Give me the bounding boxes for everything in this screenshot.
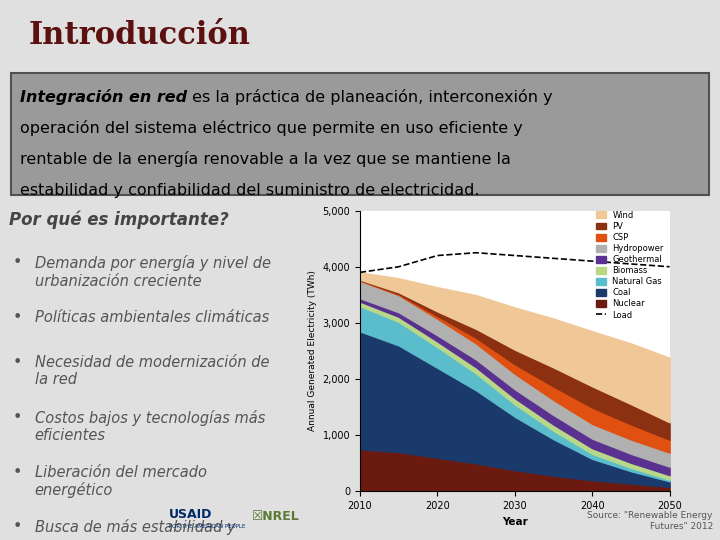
Load: [395, 264, 403, 270]
Text: •: •: [13, 310, 22, 325]
Load: [433, 252, 442, 259]
X-axis label: Year: Year: [502, 517, 528, 526]
Text: operación del sistema eléctrico que permite en uso eficiente y: operación del sistema eléctrico que perm…: [20, 120, 523, 136]
Load: [549, 255, 558, 261]
Load: [665, 264, 674, 270]
Load: [472, 249, 480, 256]
Text: Por qué es importante?: Por qué es importante?: [9, 211, 229, 229]
FancyBboxPatch shape: [11, 73, 709, 194]
Text: •: •: [13, 255, 22, 271]
Line: Load: Load: [360, 253, 670, 272]
Text: ☒NREL: ☒NREL: [252, 510, 300, 523]
Text: Políticas ambientales climáticas: Políticas ambientales climáticas: [35, 310, 269, 325]
Load: [510, 252, 519, 259]
Text: Liberación del mercado
energético: Liberación del mercado energético: [35, 464, 207, 498]
Text: Demanda por energía y nivel de
urbanización creciente: Demanda por energía y nivel de urbanizac…: [35, 255, 271, 289]
Load: [356, 269, 364, 275]
Text: •: •: [13, 410, 22, 424]
Text: Costos bajos y tecnologías más
eficientes: Costos bajos y tecnologías más eficiente…: [35, 410, 265, 443]
Legend: Wind, PV, CSP, Hydropower, Geothermal, Biomass, Natural Gas, Coal, Nuclear, Load: Wind, PV, CSP, Hydropower, Geothermal, B…: [594, 209, 665, 321]
Y-axis label: Annual Generated Electricity (TWh): Annual Generated Electricity (TWh): [308, 271, 317, 431]
Text: Necesidad de modernización de
la red: Necesidad de modernización de la red: [35, 355, 269, 387]
Text: USAID: USAID: [169, 508, 212, 521]
Text: Introducción: Introducción: [29, 20, 251, 51]
Text: Integración en red: Integración en red: [20, 89, 187, 105]
Text: es la práctica de planeación, interconexión y: es la práctica de planeación, interconex…: [187, 89, 553, 105]
Text: estabilidad y confiabilidad del suministro de electricidad.: estabilidad y confiabilidad del suminist…: [20, 183, 480, 198]
Text: •: •: [13, 464, 22, 480]
Load: [588, 258, 597, 265]
Load: [626, 261, 635, 267]
Text: •: •: [13, 519, 22, 535]
Text: Source: "Renewable Energy
Futures" 2012: Source: "Renewable Energy Futures" 2012: [588, 511, 713, 531]
Text: FOR THE AMERICAN PEOPLE: FOR THE AMERICAN PEOPLE: [169, 524, 246, 529]
Text: •: •: [13, 355, 22, 370]
Text: Busca de más estabilidad y: Busca de más estabilidad y: [35, 519, 235, 536]
Text: rentable de la energía renovable a la vez que se mantiene la: rentable de la energía renovable a la ve…: [20, 151, 510, 167]
